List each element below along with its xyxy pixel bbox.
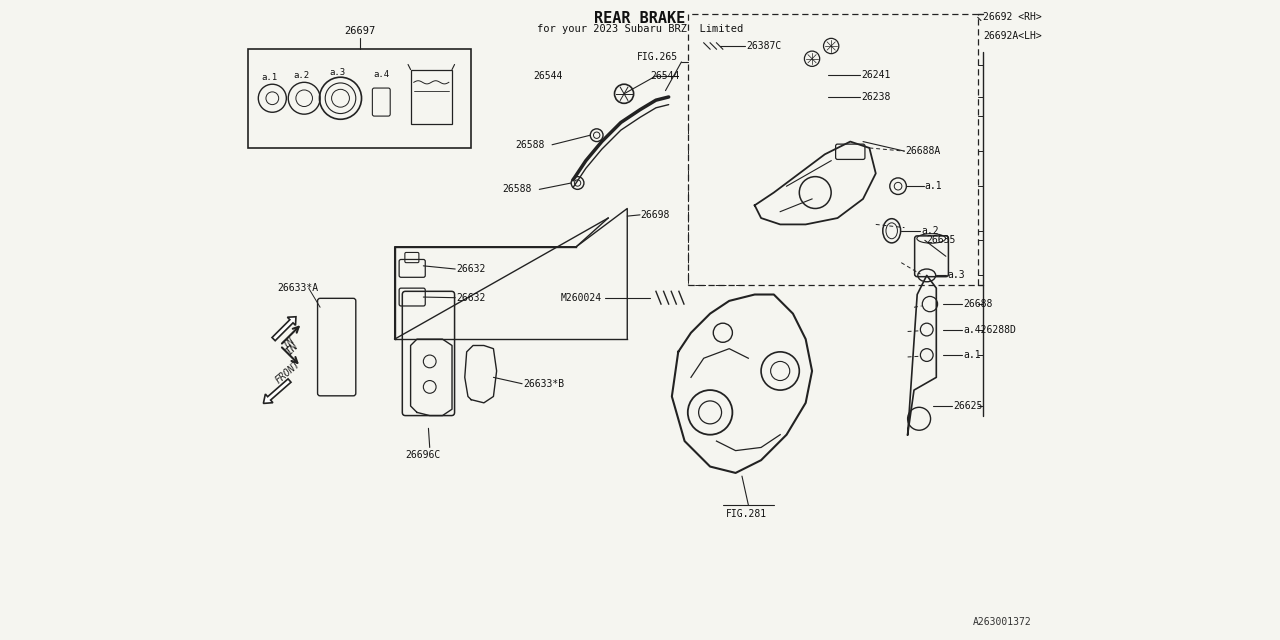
Text: 26688: 26688 xyxy=(963,299,992,309)
Bar xyxy=(248,49,471,148)
Text: a.4: a.4 xyxy=(374,70,390,79)
Text: IN: IN xyxy=(282,335,297,351)
Text: 26692A<LH>: 26692A<LH> xyxy=(983,31,1042,42)
Text: IN: IN xyxy=(284,340,301,357)
Text: a.3: a.3 xyxy=(947,270,965,280)
Text: a.3: a.3 xyxy=(329,68,346,77)
Text: 26588: 26588 xyxy=(502,184,531,195)
Text: 26241: 26241 xyxy=(861,70,891,79)
Text: a.1: a.1 xyxy=(261,73,278,82)
Text: 26688A: 26688A xyxy=(906,146,941,156)
Text: 26696C: 26696C xyxy=(406,450,442,460)
Text: 26588: 26588 xyxy=(515,140,544,150)
Text: 26544: 26544 xyxy=(650,71,680,81)
Text: A263001372: A263001372 xyxy=(973,617,1032,627)
Text: a.426288D: a.426288D xyxy=(963,324,1016,335)
Text: 26635: 26635 xyxy=(927,236,955,245)
Text: a.2: a.2 xyxy=(922,226,940,236)
Text: 26625: 26625 xyxy=(954,401,983,411)
Text: 26633*A: 26633*A xyxy=(276,283,319,293)
Text: 26698: 26698 xyxy=(640,210,669,220)
Text: FRONT: FRONT xyxy=(274,359,302,386)
Text: 26632: 26632 xyxy=(457,292,486,303)
Text: 26544: 26544 xyxy=(532,71,562,81)
Text: M260024: M260024 xyxy=(561,292,602,303)
FancyArrow shape xyxy=(273,317,296,340)
Text: 26238: 26238 xyxy=(861,92,891,102)
Text: 26697: 26697 xyxy=(344,26,375,36)
Text: 26633*B: 26633*B xyxy=(524,379,564,388)
Text: a.2: a.2 xyxy=(293,72,308,81)
Text: FIG.281: FIG.281 xyxy=(726,509,767,519)
Text: a.1: a.1 xyxy=(963,350,980,360)
Text: REAR BRAKE: REAR BRAKE xyxy=(594,11,686,26)
Text: a.1: a.1 xyxy=(925,181,942,191)
Text: 26632: 26632 xyxy=(457,264,486,274)
Text: 26692 <RH>: 26692 <RH> xyxy=(983,12,1042,22)
Text: 26387C: 26387C xyxy=(746,41,782,51)
Bar xyxy=(411,70,452,124)
Text: for your 2023 Subaru BRZ  Limited: for your 2023 Subaru BRZ Limited xyxy=(536,24,744,34)
Text: FIG.265: FIG.265 xyxy=(637,52,678,63)
FancyArrow shape xyxy=(264,379,291,403)
